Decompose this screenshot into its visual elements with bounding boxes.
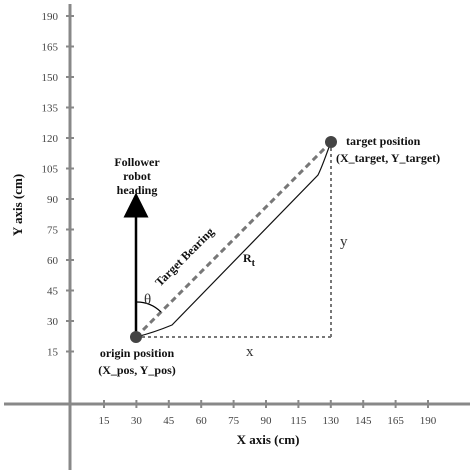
target-label-line2: (X_target, Y_target) (336, 151, 440, 165)
y-tick-label: 190 (42, 11, 59, 23)
range-main: R (243, 251, 252, 265)
y-component-label: y (340, 234, 348, 250)
x-tick-label: 115 (290, 415, 307, 427)
theta-symbol: θ (144, 292, 151, 308)
bearing-label: Target Bearing (152, 225, 217, 290)
range-subscript: t (252, 258, 256, 269)
y-tick-label: 150 (42, 72, 59, 84)
y-axis-ticks: 190 165 150 135 120 105 90 75 60 45 30 15 (42, 11, 74, 359)
origin-point (130, 331, 142, 343)
heading-label-line2: robot (123, 169, 151, 183)
x-tick-label: 15 (99, 415, 111, 427)
y-axis-title: Y axis (cm) (10, 174, 25, 236)
robot-path (135, 141, 332, 338)
x-tick-label: 45 (163, 415, 175, 427)
x-tick-label: 165 (387, 415, 404, 427)
y-tick-label: 15 (47, 347, 59, 359)
x-tick-label: 145 (355, 415, 372, 427)
origin-label-line2: (X_pos, Y_pos) (98, 363, 176, 377)
y-tick-label: 165 (42, 42, 59, 54)
target-bearing-line (134, 140, 333, 339)
x-axis-ticks: 15 30 45 60 75 90 115 130 145 165 190 (99, 400, 437, 427)
origin-label-line1: origin position (100, 346, 175, 360)
x-tick-label: 75 (228, 415, 240, 427)
x-tick-label: 90 (261, 415, 273, 427)
target-label-line1: target position (346, 134, 421, 148)
y-tick-label: 60 (47, 255, 59, 267)
y-tick-label: 75 (47, 225, 59, 237)
heading-label-line1: Follower (114, 155, 160, 169)
x-tick-label: 30 (131, 415, 143, 427)
x-tick-label: 60 (196, 415, 208, 427)
y-tick-label: 135 (42, 103, 59, 115)
y-tick-label: 45 (47, 286, 59, 298)
y-tick-label: 105 (42, 164, 59, 176)
target-point (325, 136, 337, 148)
x-axis-title: X axis (cm) (237, 432, 300, 447)
y-tick-label: 90 (47, 194, 59, 206)
y-tick-label: 120 (42, 133, 59, 145)
range-label: Rt (243, 251, 256, 269)
y-tick-label: 30 (47, 316, 59, 328)
theta-arc (135, 301, 162, 313)
x-component-label: x (246, 344, 254, 360)
heading-label-line3: heading (117, 183, 158, 197)
x-tick-label: 130 (323, 415, 340, 427)
x-tick-label: 190 (420, 415, 437, 427)
